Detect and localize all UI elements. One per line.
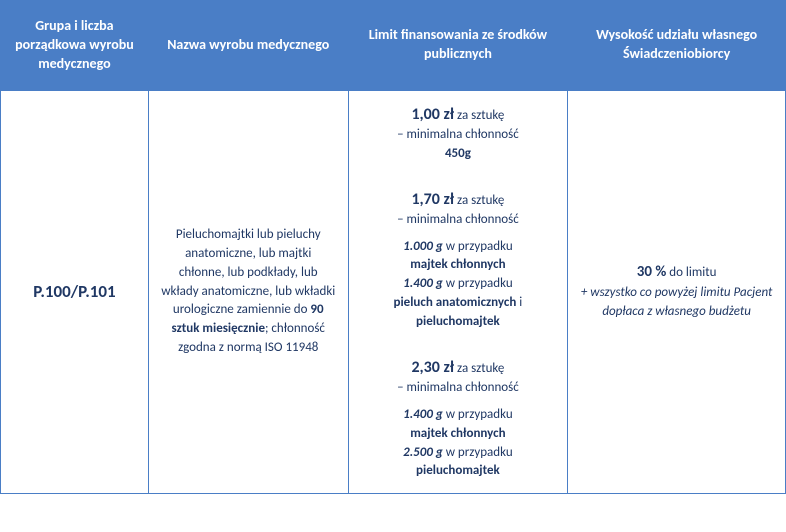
tier3-b1: majtek chłonnych	[410, 426, 505, 441]
tier3-price: 2,30 zł	[411, 358, 454, 377]
tier3-b2: pieluchomajtek	[416, 463, 500, 478]
tier2-b1: majtek chłonnych	[410, 257, 505, 272]
cell-limits: 1,00 zł za sztukę – minimalna chłonność …	[348, 90, 568, 494]
header-name: Nazwa wyrobu medycznego	[148, 1, 348, 91]
tier3-t2a: w przypadku	[443, 445, 513, 460]
cell-product: Pieluchomajtki lub pieluchy anatomiczne,…	[148, 90, 348, 494]
reimbursement-table: Grupa i liczba porządkowa wyrobu medyczn…	[0, 0, 786, 494]
header-share: Wysokość udziału własnego Świadczeniobio…	[568, 1, 786, 91]
header-row: Grupa i liczba porządkowa wyrobu medyczn…	[1, 1, 786, 91]
header-group: Grupa i liczba porządkowa wyrobu medyczn…	[1, 1, 149, 91]
tier1-abs: 450g	[445, 146, 471, 161]
tier2-b2: pieluch anatomicznych	[394, 295, 517, 310]
tier2-t2a: w przypadku	[443, 276, 513, 291]
cell-code: P.100/P.101	[1, 90, 149, 494]
tier2-b3: pieluchomajtek	[416, 314, 500, 329]
tier1-sub: – minimalna chłonność	[397, 127, 519, 142]
tier3-g2: 2.500 g	[403, 445, 443, 460]
tier3-g1: 1.400 g	[403, 407, 443, 422]
tier-2: 1,70 zł za sztukę – minimalna chłonność …	[349, 176, 568, 344]
tier2-sub: – minimalna chłonność	[397, 212, 519, 227]
tier3-sub: – minimalna chłonność	[397, 380, 519, 395]
header-limit: Limit finansowania ze środków publicznyc…	[348, 1, 568, 91]
tier3-per: za sztukę	[454, 361, 504, 376]
tier2-price: 1,70 zł	[411, 190, 454, 209]
cell-share: 30 % do limitu + wszystko co powyżej lim…	[568, 90, 786, 494]
tier1-per: za sztukę	[454, 108, 504, 123]
share-to: do limitu	[666, 265, 716, 280]
product-code: P.100/P.101	[33, 281, 115, 302]
limits-table: 1,00 zł za sztukę – minimalna chłonność …	[349, 91, 568, 494]
share-plus: + wszystko co powyżej limitu Pacjent dop…	[581, 285, 773, 319]
tier-1: 1,00 zł za sztukę – minimalna chłonność …	[349, 91, 568, 176]
tier1-price: 1,00 zł	[411, 105, 454, 124]
tier2-t1a: w przypadku	[443, 239, 513, 254]
tier2-per: za sztukę	[454, 193, 504, 208]
tier-3: 2,30 zł za sztukę – minimalna chłonność …	[349, 344, 568, 493]
share-pct: 30 %	[637, 263, 667, 281]
tier2-and: i	[516, 295, 522, 310]
data-row: P.100/P.101 Pieluchomajtki lub pieluchy …	[1, 90, 786, 494]
tier3-t1a: w przypadku	[443, 407, 513, 422]
tier2-g1: 1.000 g	[403, 239, 443, 254]
tier2-g2: 1.400 g	[403, 276, 443, 291]
